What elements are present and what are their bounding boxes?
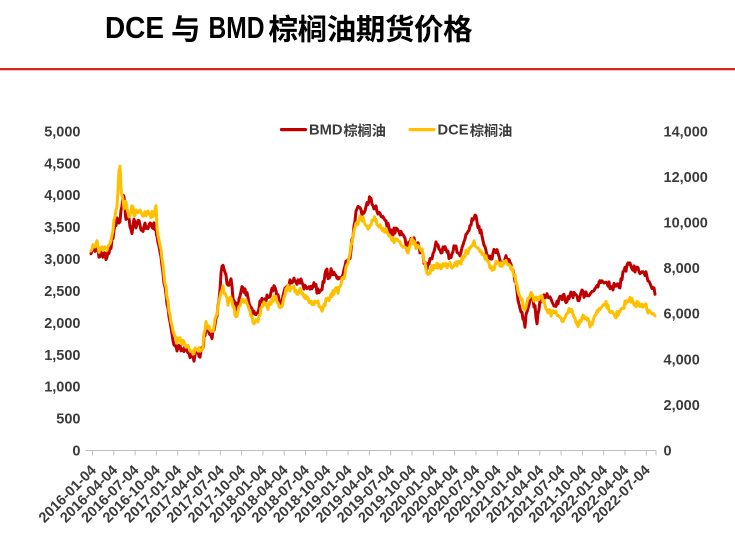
svg-text:2,500: 2,500 [44,284,80,300]
svg-text:DCE: DCE [105,10,164,45]
svg-text:500: 500 [56,412,80,428]
svg-text:0: 0 [72,444,80,460]
svg-text:3,500: 3,500 [44,220,80,236]
svg-text:BMD: BMD [209,10,265,45]
svg-text:5,000: 5,000 [44,124,80,140]
svg-text:DCE: DCE [438,122,469,139]
svg-text:0: 0 [664,444,672,460]
svg-text:3,000: 3,000 [44,252,80,268]
svg-text:2,000: 2,000 [44,316,80,332]
svg-text:1,000: 1,000 [44,380,80,396]
svg-text:14,000: 14,000 [664,124,708,140]
svg-text:4,000: 4,000 [664,352,700,368]
svg-text:4,000: 4,000 [44,188,80,204]
svg-text:8,000: 8,000 [664,261,700,277]
svg-text:10,000: 10,000 [664,216,708,232]
svg-text:12,000: 12,000 [664,170,708,186]
svg-text:6,000: 6,000 [664,307,700,323]
svg-text:4,500: 4,500 [44,156,80,172]
svg-text:2,000: 2,000 [664,398,700,414]
svg-text:1,500: 1,500 [44,348,80,364]
svg-text:BMD: BMD [309,122,343,139]
